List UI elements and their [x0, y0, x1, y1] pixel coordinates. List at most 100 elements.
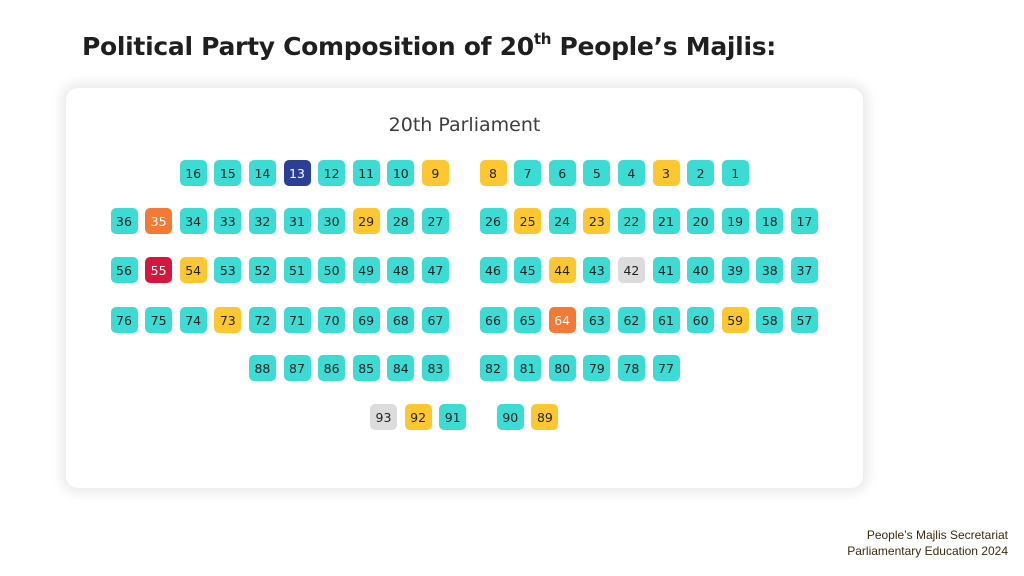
seat-37: 37 [790, 257, 818, 283]
seat-54: 54 [179, 257, 207, 283]
seat-88: 88 [248, 355, 276, 381]
seat-43: 43 [583, 257, 611, 283]
slide-title-suffix: People’s Majlis: [551, 32, 777, 61]
seat-79: 79 [583, 355, 611, 381]
seat-70: 70 [318, 307, 346, 333]
seat-26: 26 [479, 208, 507, 234]
seat-92: 92 [404, 404, 432, 430]
seat-22: 22 [617, 208, 645, 234]
seat-51: 51 [283, 257, 311, 283]
seat-62: 62 [617, 307, 645, 333]
seat-55: 55 [145, 257, 173, 283]
seat-80: 80 [548, 355, 576, 381]
seat-69: 69 [352, 307, 380, 333]
seat-8: 8 [479, 160, 507, 186]
seat-57: 57 [790, 307, 818, 333]
seat-53: 53 [214, 257, 242, 283]
seat-3: 3 [652, 160, 680, 186]
seat-71: 71 [283, 307, 311, 333]
slide-title-superscript: th [533, 30, 552, 48]
seat-35: 35 [145, 208, 173, 234]
seat-77: 77 [652, 355, 680, 381]
seat-11: 11 [352, 160, 380, 186]
seat-44: 44 [548, 257, 576, 283]
seat-76: 76 [110, 307, 138, 333]
seat-49: 49 [352, 257, 380, 283]
chart-title: 20th Parliament [388, 114, 541, 136]
seat-27: 27 [421, 208, 449, 234]
seat-24: 24 [548, 208, 576, 234]
seat-12: 12 [318, 160, 346, 186]
seat-74: 74 [179, 307, 207, 333]
seat-81: 81 [514, 355, 542, 381]
seat-2: 2 [687, 160, 715, 186]
seat-25: 25 [514, 208, 542, 234]
seat-16: 16 [179, 160, 207, 186]
seat-67: 67 [421, 307, 449, 333]
seat-1: 1 [721, 160, 749, 186]
slide-title-prefix: Political Party Composition of 20 [82, 32, 534, 61]
seat-84: 84 [387, 355, 415, 381]
seat-61: 61 [652, 307, 680, 333]
seat-85: 85 [352, 355, 380, 381]
footer: People’s Majlis Secretariat Parliamentar… [847, 527, 1008, 559]
seat-33: 33 [214, 208, 242, 234]
seat-32: 32 [248, 208, 276, 234]
seat-50: 50 [318, 257, 346, 283]
seat-82: 82 [479, 355, 507, 381]
seat-75: 75 [145, 307, 173, 333]
seat-40: 40 [687, 257, 715, 283]
seat-20: 20 [687, 208, 715, 234]
seat-29: 29 [352, 208, 380, 234]
seat-86: 86 [318, 355, 346, 381]
seat-6: 6 [548, 160, 576, 186]
seat-38: 38 [756, 257, 784, 283]
seat-78: 78 [617, 355, 645, 381]
footer-organization: People’s Majlis Secretariat [866, 528, 1008, 542]
seat-31: 31 [283, 208, 311, 234]
seat-42: 42 [617, 257, 645, 283]
seat-68: 68 [387, 307, 415, 333]
seat-28: 28 [387, 208, 415, 234]
seat-34: 34 [179, 208, 207, 234]
footer-program: Parliamentary Education 2024 [847, 544, 1008, 558]
seat-91: 91 [439, 404, 467, 430]
slide-title: Political Party Composition of 20th Peop… [82, 30, 776, 61]
seat-64: 64 [548, 307, 576, 333]
seat-41: 41 [652, 257, 680, 283]
seat-60: 60 [687, 307, 715, 333]
seat-59: 59 [721, 307, 749, 333]
seat-18: 18 [756, 208, 784, 234]
seat-63: 63 [583, 307, 611, 333]
seating-chart: 20th Parliament 16 15 14 13 12 11 10 9 8 7 6 5 4 3 2 1 3… [66, 88, 863, 488]
seat-36: 36 [110, 208, 138, 234]
seat-46: 46 [479, 257, 507, 283]
seat-15: 15 [214, 160, 242, 186]
seat-14: 14 [248, 160, 276, 186]
seat-93: 93 [370, 404, 397, 430]
seat-30: 30 [318, 208, 346, 234]
seat-89: 89 [531, 404, 559, 430]
seat-45: 45 [514, 257, 542, 283]
seat-9: 9 [421, 160, 449, 186]
seat-87: 87 [283, 355, 311, 381]
seat-47: 47 [421, 257, 449, 283]
seat-83: 83 [421, 355, 449, 381]
seat-5: 5 [583, 160, 611, 186]
seat-39: 39 [721, 257, 749, 283]
seat-7: 7 [514, 160, 542, 186]
seat-23: 23 [583, 208, 611, 234]
seat-48: 48 [387, 257, 415, 283]
seat-17: 17 [790, 208, 818, 234]
seat-56: 56 [110, 257, 138, 283]
seat-90: 90 [496, 404, 524, 430]
seat-10: 10 [387, 160, 415, 186]
seat-66: 66 [479, 307, 507, 333]
seat-65: 65 [514, 307, 542, 333]
seat-52: 52 [248, 257, 276, 283]
seat-19: 19 [721, 208, 749, 234]
seat-13: 13 [283, 160, 311, 186]
seat-73: 73 [214, 307, 242, 333]
seat-58: 58 [756, 307, 784, 333]
seat-72: 72 [248, 307, 276, 333]
